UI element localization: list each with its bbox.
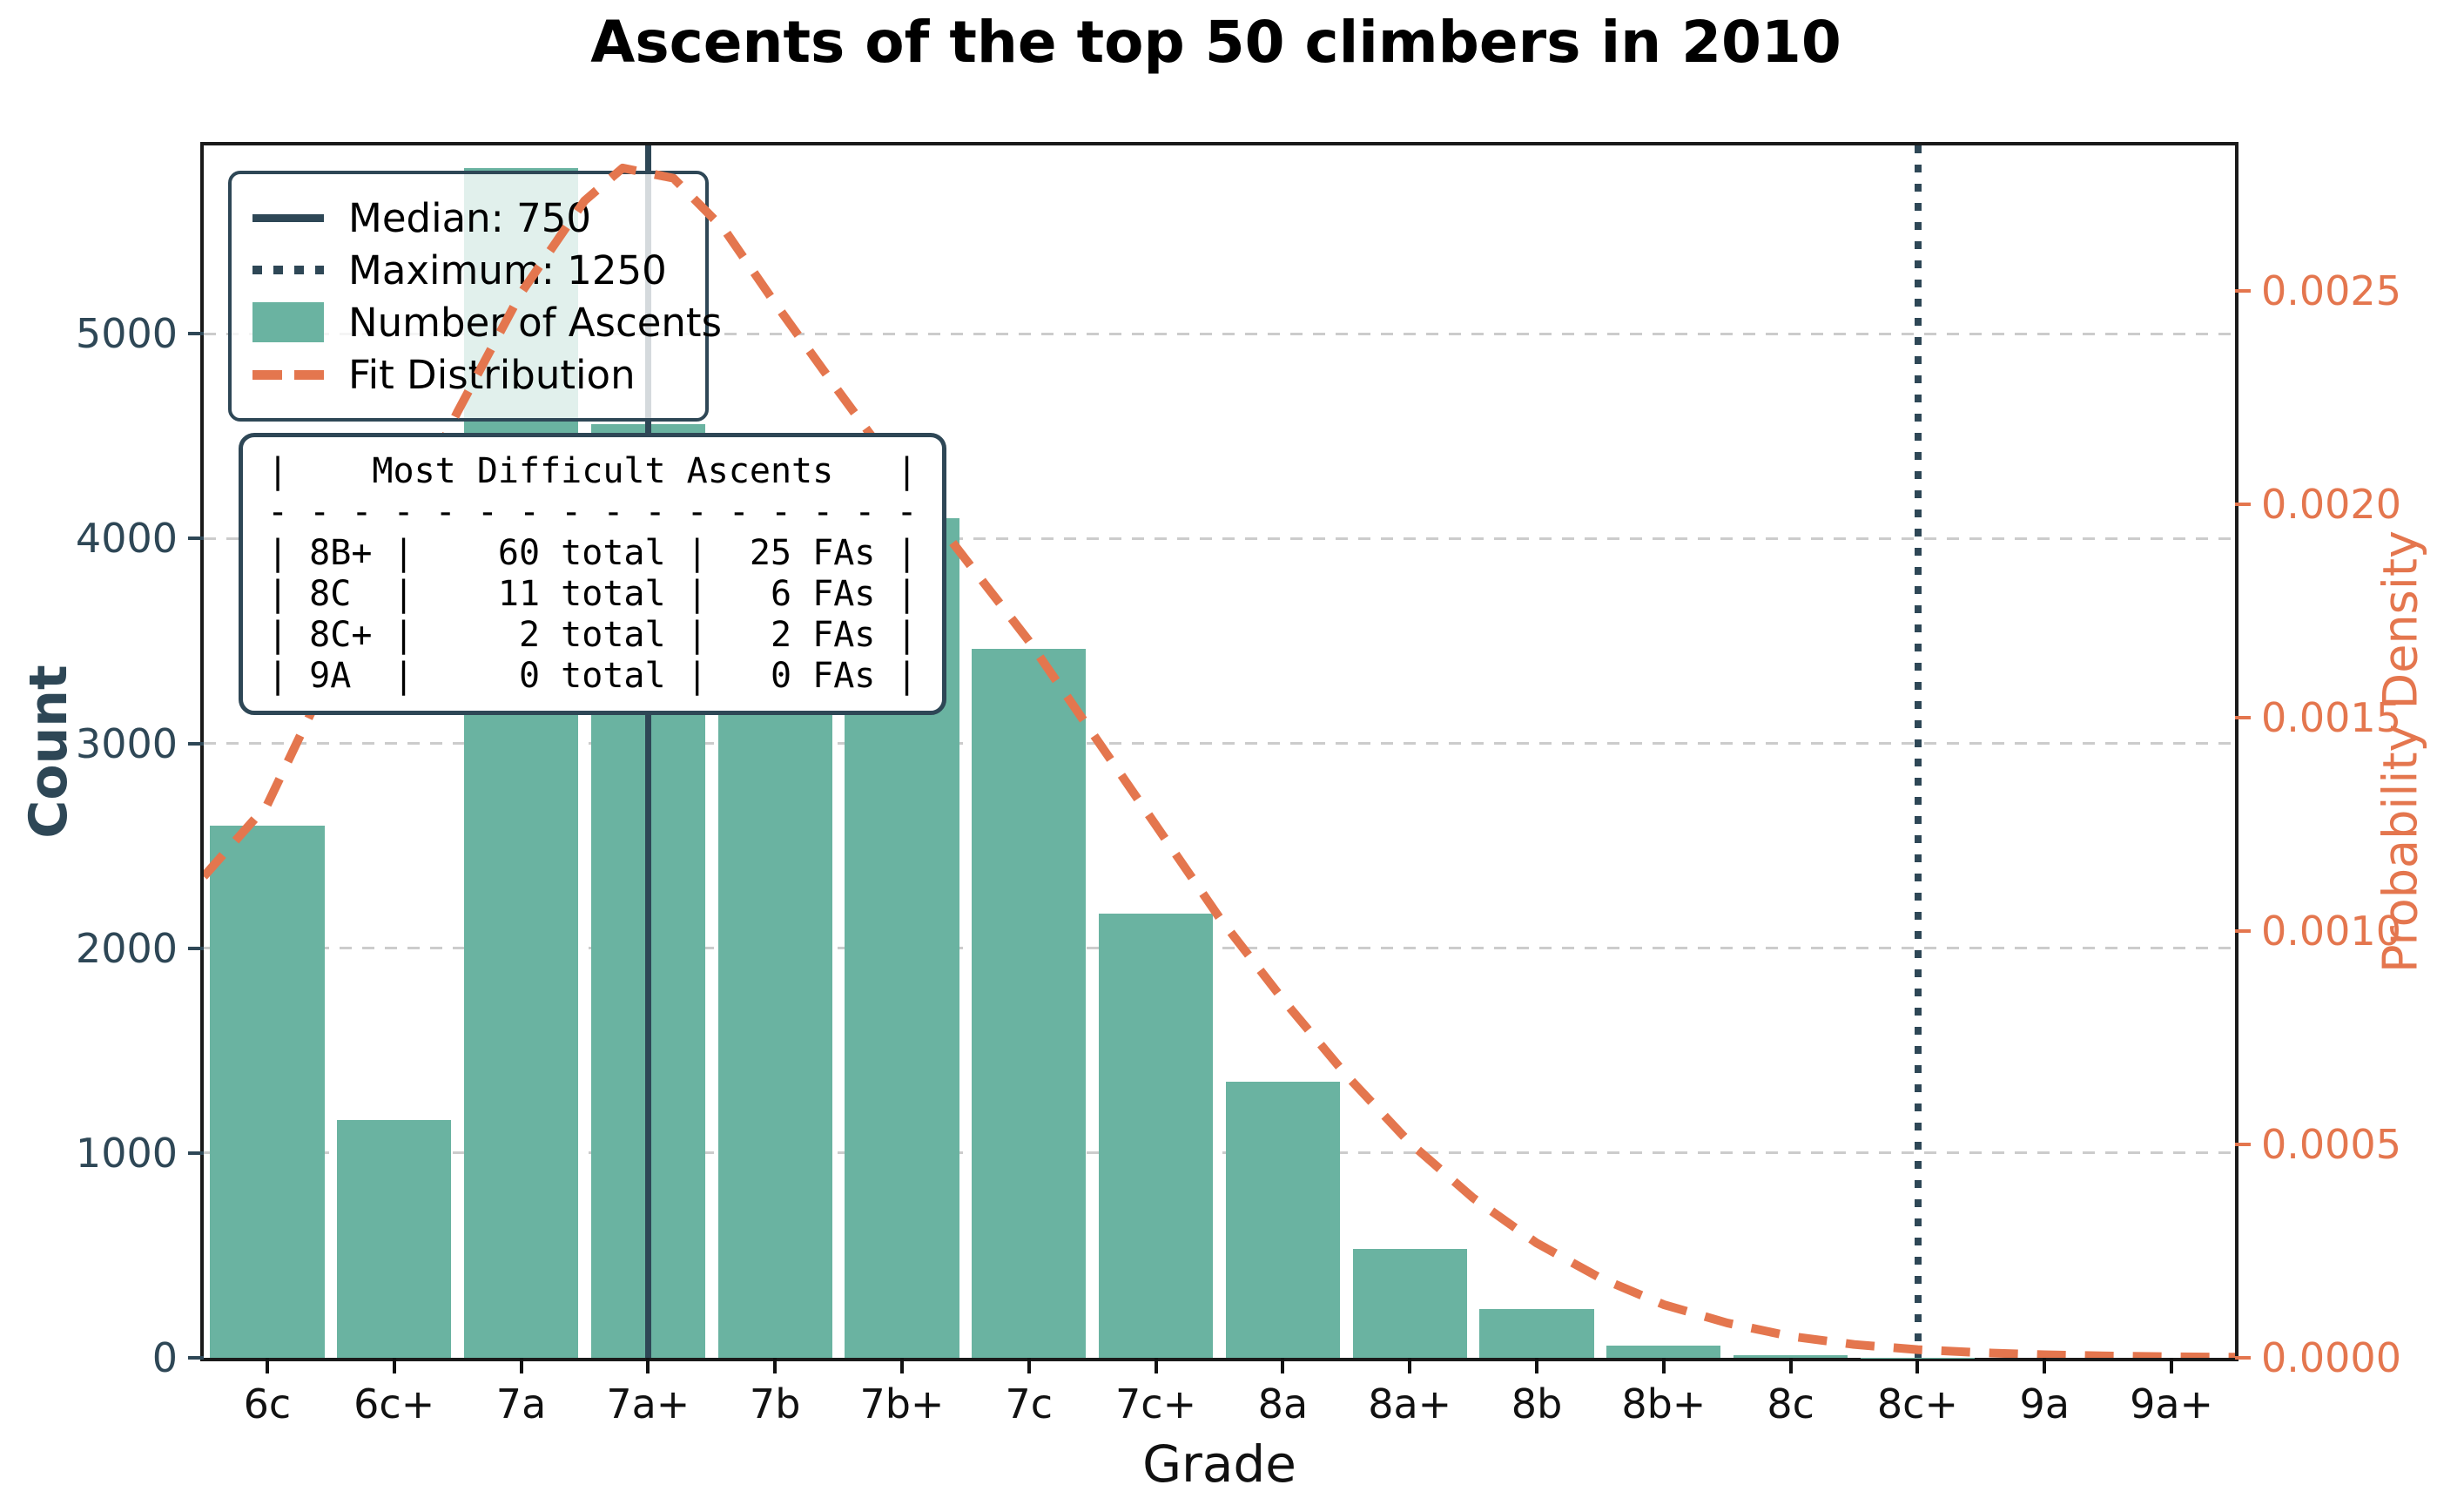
ytick-label-right-0.0010: 0.0010 bbox=[2261, 907, 2401, 955]
xtick-mark-7a+ bbox=[646, 1358, 650, 1373]
xtick-label-8a+: 8a+ bbox=[1368, 1380, 1452, 1427]
xtick-label-7a+: 7a+ bbox=[606, 1380, 690, 1427]
table-row: | 8B+ | 60 total | 25 FAs | bbox=[267, 533, 918, 573]
legend-item-ascents: Number of Ascents bbox=[252, 296, 722, 348]
legend-label-median: Median: 750 bbox=[348, 194, 592, 241]
xtick-mark-7c+ bbox=[1154, 1358, 1158, 1373]
xtick-mark-8c+ bbox=[1915, 1358, 1920, 1373]
bar-7c bbox=[972, 649, 1087, 1358]
ytick-label-right-0.0020: 0.0020 bbox=[2261, 480, 2401, 528]
ytick-label-right-0.0025: 0.0025 bbox=[2261, 267, 2401, 314]
xtick-mark-8a bbox=[1281, 1358, 1285, 1373]
xtick-label-7c: 7c bbox=[1005, 1380, 1054, 1427]
bar-7c+ bbox=[1098, 913, 1214, 1358]
bar-8c bbox=[1734, 1355, 1848, 1358]
bar-8b bbox=[1479, 1308, 1594, 1358]
legend-item-fit: Fit Distribution bbox=[252, 348, 684, 401]
xtick-label-6c+: 6c+ bbox=[353, 1380, 435, 1427]
median-line-swatch-icon bbox=[252, 213, 324, 222]
ytick-label-right-0.0015: 0.0015 bbox=[2261, 693, 2401, 741]
xtick-mark-7b+ bbox=[899, 1358, 904, 1373]
ytick-mark-right-0.0000 bbox=[2235, 1356, 2251, 1360]
x-axis-label: Grade bbox=[1142, 1434, 1296, 1494]
ytick-label-right-0.0000: 0.0000 bbox=[2261, 1334, 2401, 1381]
xtick-mark-8a+ bbox=[1408, 1358, 1412, 1373]
ytick-mark-left-2000 bbox=[188, 946, 204, 950]
ytick-label-left-5000: 5000 bbox=[75, 310, 178, 358]
legend-label-maximum: Maximum: 1250 bbox=[348, 246, 667, 294]
xtick-mark-9a+ bbox=[2170, 1358, 2174, 1373]
xtick-label-8c: 8c bbox=[1767, 1380, 1814, 1427]
xtick-label-8c+: 8c+ bbox=[1876, 1380, 1959, 1427]
bar-6c bbox=[210, 825, 325, 1358]
ytick-mark-left-0 bbox=[188, 1356, 204, 1360]
xtick-label-7a: 7a bbox=[495, 1380, 547, 1427]
table-separator-row: - - - - - - - - - - - - - - - - bbox=[267, 492, 918, 532]
y-axis-label-left: Count bbox=[18, 665, 79, 839]
bar-8b+ bbox=[1606, 1345, 1721, 1358]
xtick-mark-7b bbox=[773, 1358, 778, 1373]
ytick-label-left-3000: 3000 bbox=[75, 719, 178, 767]
legend-item-median: Median: 750 bbox=[252, 192, 684, 244]
fit-line-swatch-icon bbox=[252, 369, 324, 380]
ytick-mark-right-0.0020 bbox=[2235, 502, 2251, 506]
xtick-label-7b: 7b bbox=[749, 1380, 801, 1427]
ytick-mark-left-3000 bbox=[188, 741, 204, 746]
xtick-label-7c+: 7c+ bbox=[1115, 1380, 1197, 1427]
xtick-mark-7c bbox=[1027, 1358, 1031, 1373]
ytick-label-left-0: 0 bbox=[151, 1334, 178, 1381]
most-difficult-ascents-table: | Most Difficult Ascents | - - - - - - -… bbox=[239, 433, 946, 715]
xtick-mark-9a bbox=[2043, 1358, 2047, 1373]
ytick-label-right-0.0005: 0.0005 bbox=[2261, 1120, 2401, 1168]
xtick-label-8b: 8b bbox=[1511, 1380, 1563, 1427]
xtick-label-9a+: 9a+ bbox=[2130, 1380, 2214, 1427]
ytick-mark-right-0.0005 bbox=[2235, 1142, 2251, 1146]
xtick-label-6c: 6c bbox=[243, 1380, 292, 1427]
xtick-mark-8b bbox=[1535, 1358, 1539, 1373]
table-header-row: | Most Difficult Ascents | bbox=[267, 451, 918, 491]
ytick-label-left-4000: 4000 bbox=[75, 515, 178, 563]
table-row: | 8C+ | 2 total | 2 FAs | bbox=[267, 615, 918, 655]
ytick-mark-right-0.0010 bbox=[2235, 928, 2251, 933]
legend-item-maximum: Maximum: 1250 bbox=[252, 244, 684, 296]
ytick-mark-left-1000 bbox=[188, 1151, 204, 1155]
legend-label-ascents: Number of Ascents bbox=[348, 299, 723, 346]
bar-8a+ bbox=[1352, 1249, 1467, 1358]
ytick-label-left-1000: 1000 bbox=[75, 1129, 178, 1177]
chart-title: Ascents of the top 50 climbers in 2010 bbox=[590, 9, 1841, 76]
table-row: | 9A | 0 total | 0 FAs | bbox=[267, 656, 918, 696]
xtick-label-9a: 9a bbox=[2019, 1380, 2070, 1427]
legend-label-fit: Fit Distribution bbox=[348, 351, 636, 398]
xtick-mark-7a bbox=[519, 1358, 523, 1373]
bar-6c+ bbox=[337, 1120, 452, 1358]
y-axis-label-right: Probability Density bbox=[2373, 530, 2428, 973]
maximum-line-swatch-icon bbox=[252, 266, 324, 274]
table-row: | 8C | 11 total | 6 FAs | bbox=[267, 574, 918, 614]
ytick-mark-right-0.0015 bbox=[2235, 715, 2251, 719]
xtick-label-8b+: 8b+ bbox=[1621, 1380, 1707, 1427]
plot-area: 0.0025 0.0020 0.0015 0.0010 0.0005 0.0000 5000… bbox=[18, 142, 2428, 1494]
ytick-mark-left-5000 bbox=[188, 332, 204, 336]
xtick-label-7b+: 7b+ bbox=[859, 1380, 945, 1427]
xtick-mark-8b+ bbox=[1661, 1358, 1666, 1373]
xtick-label-8a: 8a bbox=[1257, 1380, 1309, 1427]
legend: Median: 750 Maximum: 1250 Number of Asce… bbox=[228, 171, 722, 422]
ascents-patch-swatch-icon bbox=[252, 302, 324, 342]
xtick-mark-6c bbox=[265, 1358, 269, 1373]
ytick-mark-left-4000 bbox=[188, 537, 204, 541]
bar-8a bbox=[1225, 1081, 1340, 1358]
xtick-mark-6c+ bbox=[392, 1358, 396, 1373]
ytick-mark-right-0.0025 bbox=[2235, 288, 2251, 293]
maximum-line bbox=[1914, 145, 1922, 1358]
xtick-mark-8c bbox=[1788, 1358, 1793, 1373]
ytick-label-left-2000: 2000 bbox=[75, 924, 178, 972]
